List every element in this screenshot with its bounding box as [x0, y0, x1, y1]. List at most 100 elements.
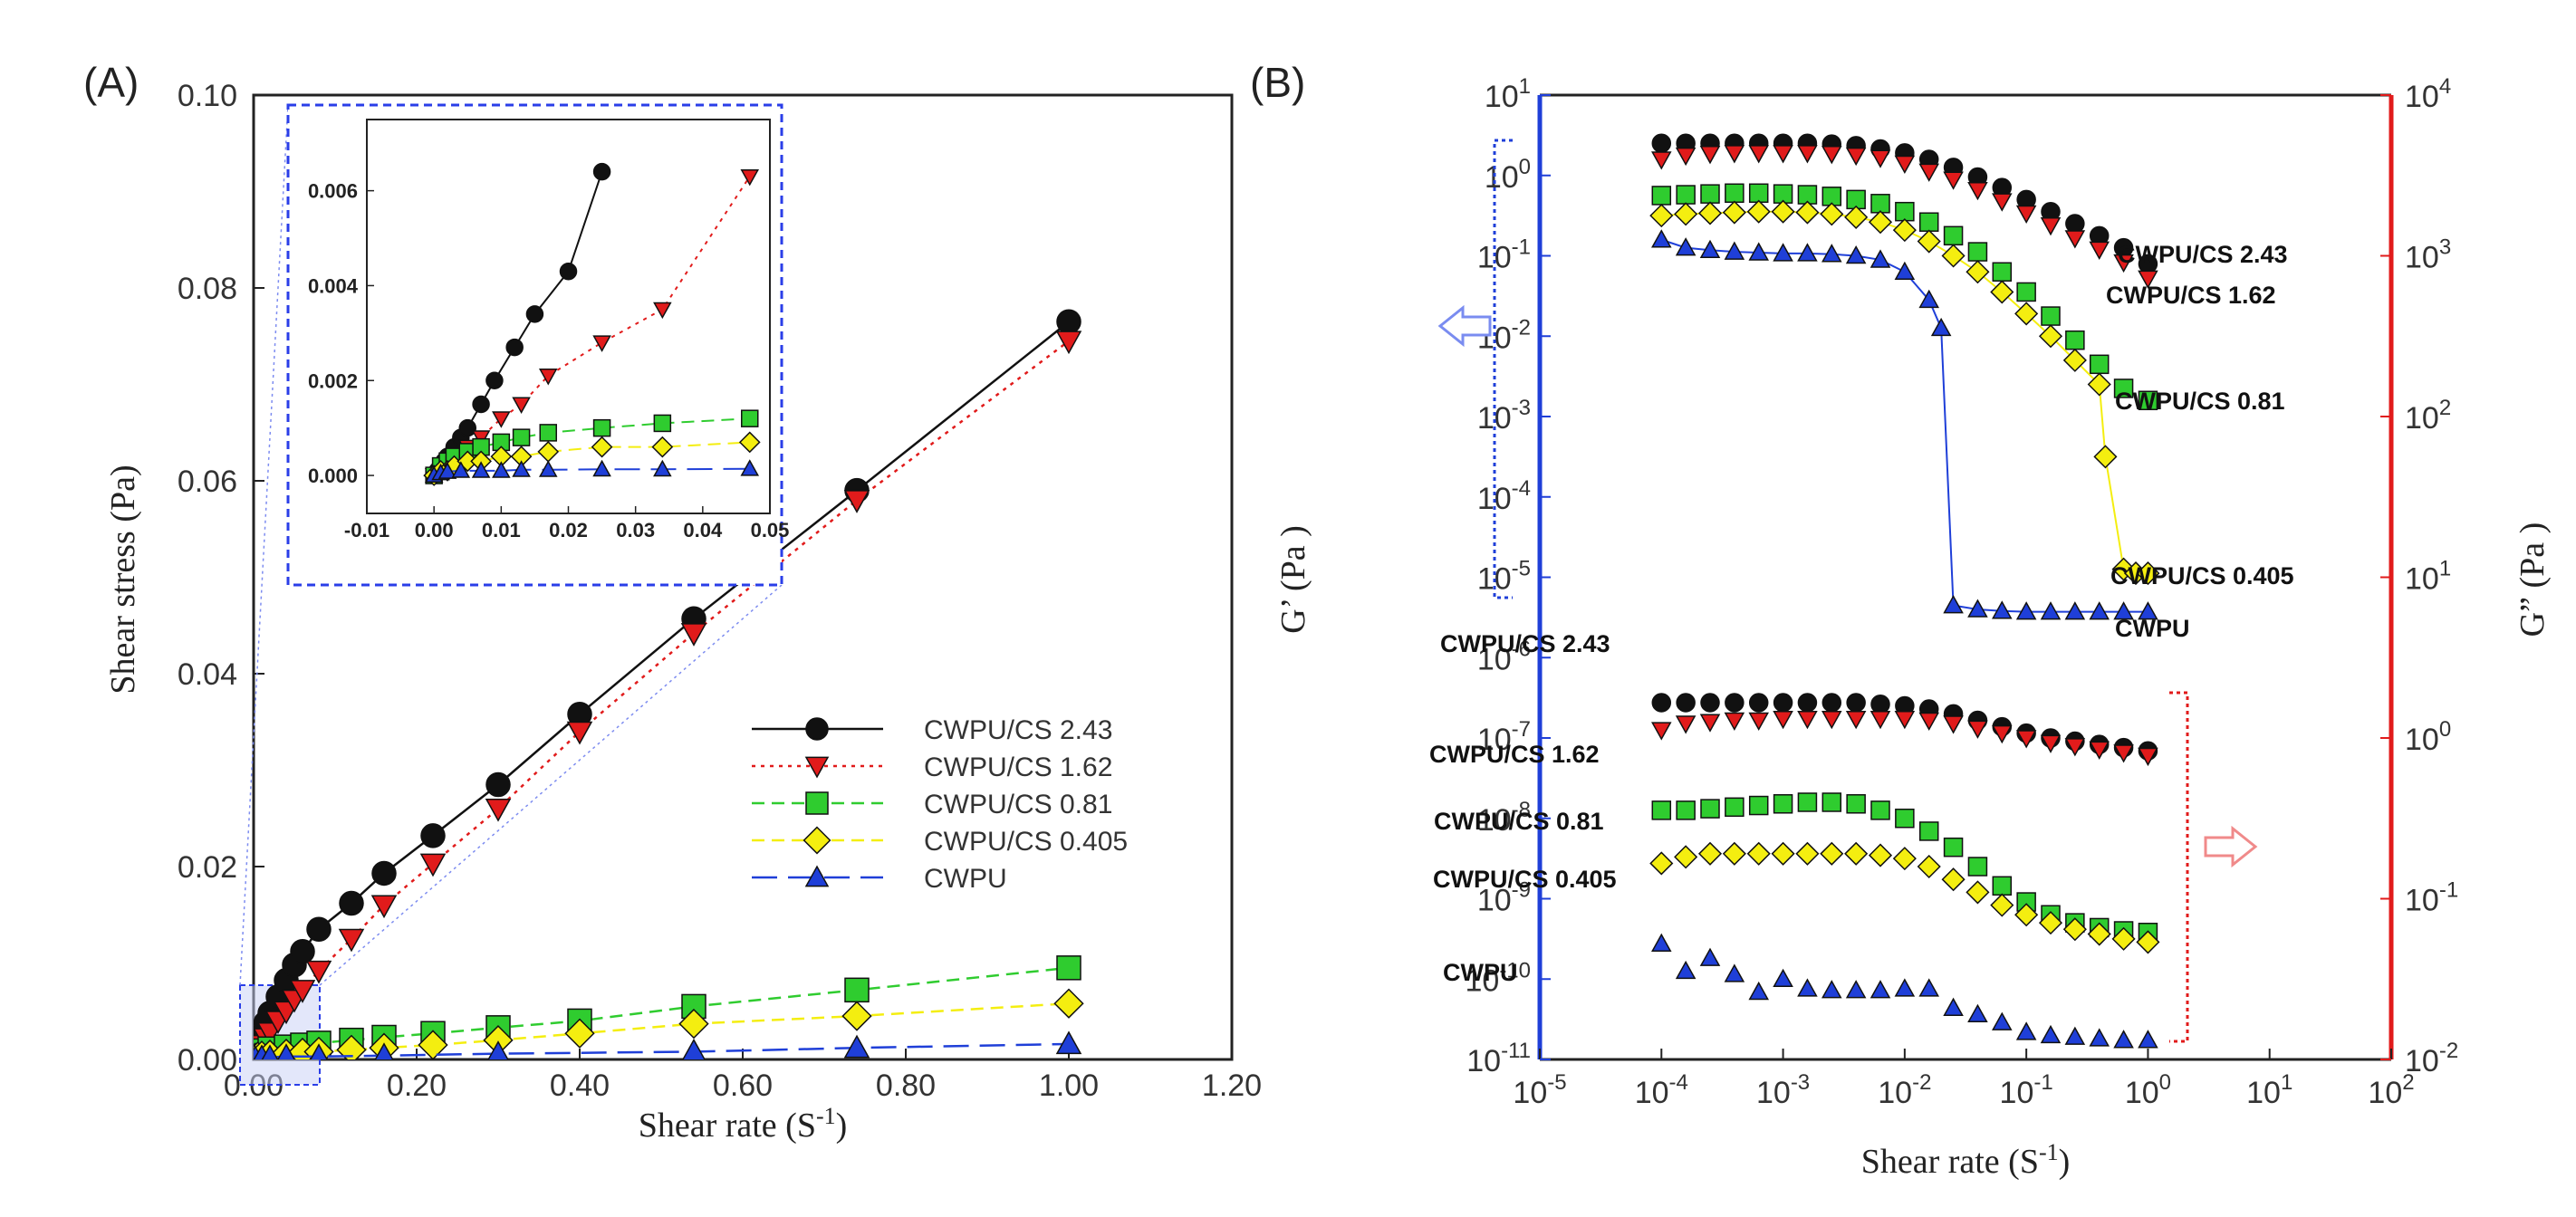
gdoubleprime-data-point [1846, 693, 1866, 713]
gprime-data-point [1992, 600, 2013, 619]
gprime-data-point [1748, 242, 1769, 261]
gprime-data-point [1651, 229, 1672, 248]
gdoubleprime-data-point [1868, 843, 1893, 867]
gdoubleprime-data-point [2064, 1026, 2086, 1045]
gprime-bracket [1493, 139, 1513, 599]
inset-data-point [738, 431, 761, 454]
gdoubleprime-data-point [1918, 712, 1939, 732]
x-tick-label: 0.20 [387, 1068, 447, 1103]
right-y-tick-label: 10-1 [2405, 878, 2458, 918]
data-point [487, 1040, 509, 1059]
gprime-data-point [1797, 243, 1818, 262]
tick-base: 10 [1477, 723, 1512, 757]
tick-base: 10 [2125, 1076, 2159, 1110]
tick-base: 10 [1756, 1076, 1791, 1110]
gdoubleprime-data-point [2087, 922, 2111, 946]
gdoubleprime-data-point [1773, 968, 1793, 987]
gdoubleprime-bracket [2169, 691, 2189, 1043]
x-tick-label: 1.20 [1202, 1068, 1262, 1103]
x-tick-label: 10-4 [1635, 1070, 1688, 1110]
left-y-tick-label: 10-11 [1466, 1039, 1531, 1078]
data-point [843, 1034, 870, 1059]
data-point [566, 721, 593, 745]
gdoubleprime-data-point [2038, 911, 2063, 935]
data-point [290, 938, 315, 964]
panel-b-annotations: CWPU/CS 2.43 CWPU/CS 1.62 CWPU/CS 0.81 CWPU… [1429, 241, 2294, 986]
tick-exponent: 0 [1519, 155, 1531, 179]
gdoubleprime-data-point [1746, 841, 1771, 866]
gdoubleprime-data-point [1820, 841, 1844, 866]
gprime-data-point [1674, 202, 1698, 226]
x-tick-label: 102 [2368, 1070, 2414, 1110]
gprime-data-point [2062, 348, 2087, 372]
y-tick-label: 0.10 [178, 79, 237, 113]
inset-data-point [539, 424, 557, 442]
y-tick-label: 0.02 [178, 850, 237, 885]
tick-exponent: -4 [1669, 1070, 1688, 1095]
gprime-data-point [2015, 205, 2037, 225]
gprime-data-point [2089, 241, 2110, 260]
data-point [370, 895, 398, 919]
x-tick-label: 101 [2246, 1070, 2292, 1110]
gdoubleprime-data-point [1821, 710, 1842, 730]
inset-y-tick-label: 0.006 [308, 180, 358, 203]
gprime-data-point [1870, 249, 1891, 268]
inset-series-line [433, 417, 750, 476]
gdoubleprime-data-point [1844, 841, 1869, 866]
data-point [843, 490, 870, 513]
data-point [374, 1042, 394, 1059]
gdoubleprime-annotation: CWPU/CS 0.81 [1434, 808, 1604, 835]
tick-exponent: -3 [1791, 1070, 1810, 1095]
gdoubleprime-data-point [1894, 978, 1916, 997]
right-y-tick-label: 104 [2405, 74, 2451, 114]
tick-base: 10 [2368, 1076, 2402, 1110]
inset-data-point [559, 262, 578, 281]
gdoubleprime-data-point [1724, 963, 1745, 982]
gprime-data-point [1894, 155, 1916, 174]
gdoubleprime-data-point [1675, 715, 1697, 734]
gdoubleprime-data-point [1722, 841, 1746, 866]
tick-exponent: -5 [1547, 1070, 1566, 1095]
gdoubleprime-data-point [1699, 714, 1721, 733]
inset-data-point [538, 460, 558, 477]
inset-data-point [592, 162, 611, 181]
inset-data-point [538, 369, 558, 386]
gprime-data-point [1844, 205, 1869, 229]
gprime-data-point [1725, 183, 1745, 204]
gprime-data-point [1675, 237, 1697, 256]
gdoubleprime-data-point [1943, 997, 1964, 1016]
gprime-data-point [1870, 194, 1890, 214]
tick-base: 10 [1477, 884, 1512, 918]
gprime-data-point [2138, 390, 2158, 410]
data-point [306, 916, 332, 942]
gdoubleprime-data-point [1771, 841, 1795, 866]
gprime-annotation: CWPU/CS 0.405 [2110, 562, 2294, 589]
tick-base: 10 [2405, 401, 2439, 436]
gprime-data-point [1820, 202, 1844, 226]
gprime-data-point [1697, 201, 1723, 225]
inset-x-tick-label: -0.01 [344, 519, 389, 541]
gdoubleprime-data-point [1748, 981, 1769, 1001]
inset-data-point [653, 302, 672, 320]
inset-data-point [485, 371, 504, 390]
inset-data-point [437, 462, 457, 479]
inset-data-point [740, 168, 760, 187]
inset-data-point [653, 414, 672, 433]
gprime-data-point [2093, 445, 2118, 469]
x-tick-label: 10-5 [1513, 1070, 1566, 1110]
gprime-data-point [2016, 282, 2036, 302]
gprime-data-point [1918, 289, 1939, 309]
gdoubleprime-data-point [2089, 741, 2110, 760]
gprime-data-point [1918, 212, 1939, 232]
x-tick-label: 0.80 [876, 1068, 936, 1103]
gprime-data-point [1797, 145, 1818, 164]
inset-x-tick-label: 0.04 [683, 519, 723, 541]
gdoubleprime-data-point [1870, 694, 1890, 714]
legend-marker [804, 756, 830, 779]
panel-a-y-axis-label: Shear stress (Pa) [104, 465, 142, 694]
inset-data-point [458, 418, 476, 437]
gdoubleprime-data-point [1676, 800, 1696, 820]
gprime-data-point [1967, 599, 1988, 618]
legend-marker [803, 826, 831, 855]
